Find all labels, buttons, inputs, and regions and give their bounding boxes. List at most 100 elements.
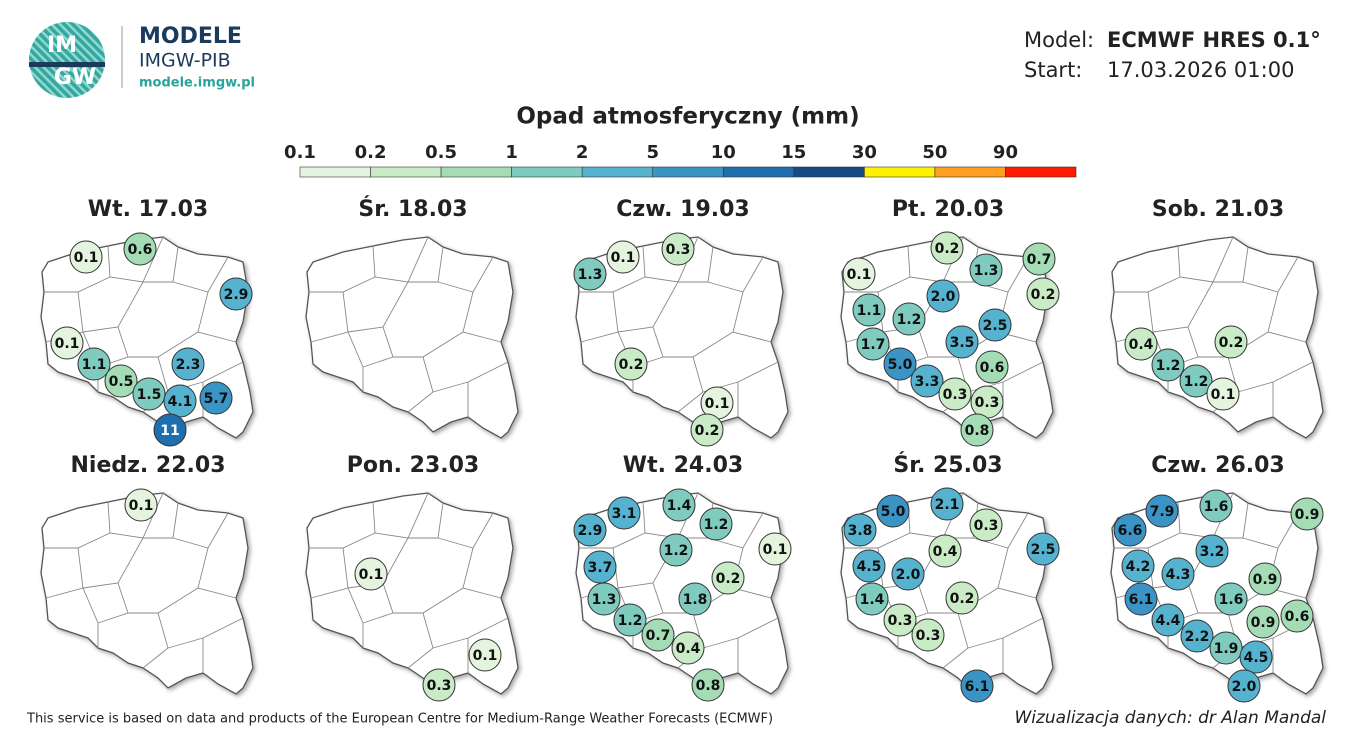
- precip-value: 0.2: [935, 241, 960, 257]
- precip-bubble: [891, 557, 925, 591]
- precip-value: 1.3: [974, 263, 999, 279]
- precip-bubble: [911, 618, 945, 652]
- precip-value: 2.3: [176, 357, 201, 373]
- precip-bubble: [607, 496, 641, 530]
- precip-bubble: [938, 377, 972, 411]
- legend-label: 1: [505, 142, 518, 163]
- precip-value: 0.2: [695, 423, 720, 439]
- precip-value: 4.1: [168, 394, 193, 410]
- legend-label: 50: [922, 142, 947, 163]
- precip-value: 1.2: [704, 517, 729, 533]
- precip-value: 0.9: [1253, 572, 1278, 588]
- precip-value: 0.2: [619, 357, 644, 373]
- precip-bubble: [1179, 364, 1213, 398]
- precip-bubble: [1026, 277, 1060, 311]
- legend-swatch: [581, 166, 654, 178]
- precip-bubble: [1195, 534, 1229, 568]
- model-info: Model: ECMWF HRES 0.1° Start: 17.03.2026…: [1024, 28, 1321, 82]
- panel-title: Sob. 21.03: [1152, 197, 1284, 222]
- precip-bubble: [691, 668, 725, 702]
- precip-value: 0.3: [427, 678, 452, 694]
- precip-value: 0.6: [1285, 609, 1310, 625]
- credit: Wizualizacja danych: dr Alan Mandal: [1014, 708, 1326, 728]
- precip-value: 0.9: [1295, 507, 1320, 523]
- precip-value: 0.3: [943, 387, 968, 403]
- legend-label: 0.5: [425, 142, 457, 163]
- legend-label: 90: [993, 142, 1018, 163]
- precip-bubble: [587, 582, 621, 616]
- precip-bubble: [613, 603, 647, 637]
- panel-title: Śr. 25.03: [893, 452, 1002, 478]
- org: IMGW-PIB: [139, 50, 231, 72]
- precip-bubble: [852, 549, 886, 583]
- map-panel: Śr. 18.03: [306, 196, 518, 438]
- precip-bubble: [1246, 605, 1280, 639]
- precip-bubble: [1022, 242, 1056, 276]
- precip-bubble: [1121, 549, 1155, 583]
- precip-value: 4.2: [1126, 559, 1151, 575]
- precip-value: 0.4: [1129, 337, 1154, 353]
- precip-value: 2.0: [896, 567, 921, 583]
- precip-value: 0.1: [55, 336, 80, 352]
- precip-bubble: [354, 557, 388, 591]
- map-panel: Wt. 17.030.1 0.62.90.11.1 2.30.51.5 4.1 5.71…: [41, 197, 253, 447]
- value: ECMWF HRES 0.1°: [1107, 28, 1321, 52]
- precip-value: 0.8: [696, 678, 721, 694]
- precip-value: 11: [160, 423, 179, 439]
- precip-value: 1.2: [897, 312, 922, 328]
- legend-label: 2: [576, 142, 589, 163]
- precip-value: 3.2: [1200, 544, 1225, 560]
- panel-title: Niedz. 22.03: [70, 453, 225, 478]
- map-panel: Sob. 21.030.4 0.21.21.20.1: [1111, 197, 1323, 438]
- precip-bubble: [659, 533, 693, 567]
- precip-value: 0.9: [1251, 615, 1276, 631]
- precip-value: 3.5: [950, 335, 975, 351]
- precip-bubble: [199, 381, 233, 415]
- precip-bubble: [699, 507, 733, 541]
- precip-value: 1.8: [683, 592, 708, 608]
- precip-bubble: [1214, 325, 1248, 359]
- precip-bubble: [1124, 582, 1158, 616]
- precip-value: 0.8: [965, 423, 990, 439]
- precip-bubble: [1248, 562, 1282, 596]
- precip-value: 1.4: [667, 498, 692, 514]
- precip-bubble: [1209, 631, 1243, 665]
- panel-title: Śr. 18.03: [358, 196, 467, 222]
- legend-title: Opad atmosferyczny (mm): [516, 104, 859, 130]
- precip-bubble: [153, 413, 187, 447]
- precip-value: 0.1: [129, 498, 154, 514]
- precip-bubble: [573, 513, 607, 547]
- precip-value: 2.1: [935, 497, 960, 513]
- legend-label: 0.2: [355, 142, 387, 163]
- precip-bubble: [945, 581, 979, 615]
- precip-value: 2.2: [1185, 629, 1210, 645]
- precip-bubble: [614, 347, 648, 381]
- precip-value: 1.2: [618, 613, 643, 629]
- precip-value: 0.3: [974, 518, 999, 534]
- precip-value: 0.1: [74, 250, 99, 266]
- precip-bubble: [969, 253, 1003, 287]
- precip-value: 6.1: [965, 679, 990, 695]
- precip-bubble: [671, 631, 705, 665]
- precip-bubble: [711, 561, 745, 595]
- maps: Wt. 17.030.1 0.62.90.11.1 2.30.51.5 4.1 5.71…: [41, 196, 1323, 703]
- precip-bubble: [468, 638, 502, 672]
- precip-value: 5.0: [888, 357, 913, 373]
- precip-bubble: [969, 508, 1003, 542]
- panel-title: Wt. 24.03: [623, 453, 743, 478]
- precip-value: 2.0: [931, 289, 956, 305]
- precip-bubble: [690, 413, 724, 447]
- precip-bubble: [50, 326, 84, 360]
- precip-value: 0.2: [1219, 335, 1244, 351]
- precip-bubble: [1113, 513, 1147, 547]
- legend-label: 15: [781, 142, 806, 163]
- precip-bubble: [1151, 348, 1185, 382]
- precip-value: 1.4: [860, 592, 885, 608]
- source: This service is based on data and produc…: [26, 712, 773, 727]
- precip-bubble: [978, 308, 1012, 342]
- precip-value: 0.1: [359, 567, 384, 583]
- precip-value: 2.5: [983, 318, 1008, 334]
- legend-swatch: [440, 166, 512, 178]
- brand: MODELE: [139, 24, 242, 49]
- precip-value: 0.2: [950, 591, 975, 607]
